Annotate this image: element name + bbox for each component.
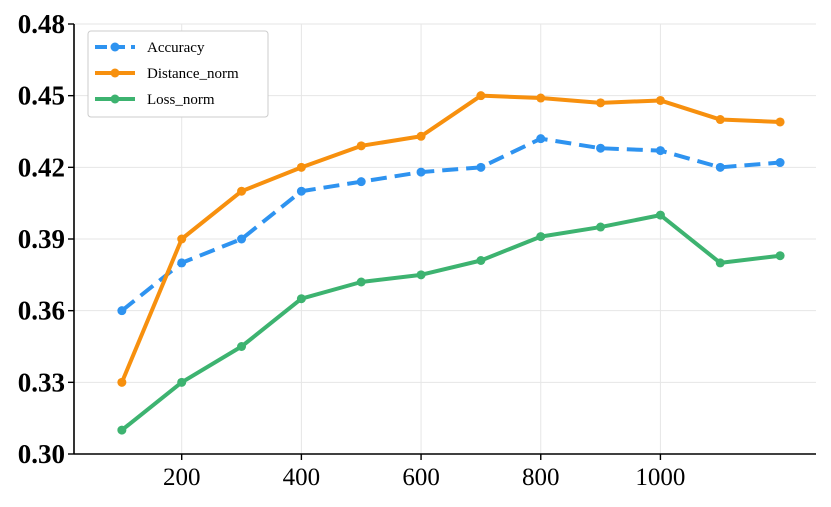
series-loss-norm (117, 210, 785, 435)
data-point-distance-norm (596, 98, 606, 108)
series-line-accuracy (120, 136, 781, 313)
series-accuracy (117, 134, 785, 316)
data-point-distance-norm (655, 95, 665, 105)
data-point-loss-norm (715, 258, 725, 268)
legend-swatch-marker (110, 94, 120, 104)
data-point-accuracy (237, 234, 247, 244)
legend: Accuracy Distance_norm Loss_norm (87, 30, 269, 118)
data-point-distance-norm (117, 377, 127, 387)
data-point-distance-norm (356, 141, 366, 151)
data-point-loss-norm (596, 222, 606, 232)
data-point-loss-norm (117, 425, 127, 435)
x-tick-label: 1000 (635, 464, 685, 491)
data-point-loss-norm (416, 270, 426, 280)
y-tick-label: 0.42 (18, 152, 65, 182)
legend-item-distance-norm: Distance_norm (95, 66, 239, 82)
data-point-distance-norm (476, 91, 486, 101)
data-point-accuracy (596, 143, 606, 153)
legend-item-accuracy: Accuracy (95, 40, 205, 56)
y-tick-label: 0.33 (18, 367, 65, 397)
legend-item-loss-norm: Loss_norm (95, 92, 215, 108)
y-tick-label: 0.48 (18, 9, 65, 39)
data-point-distance-norm (416, 131, 426, 141)
series-line-loss-norm (120, 213, 781, 432)
series-distance-norm (117, 91, 785, 387)
legend-label: Accuracy (147, 40, 205, 56)
series-line-distance-norm (120, 93, 781, 384)
data-point-loss-norm (536, 232, 546, 242)
y-tick-label: 0.30 (18, 439, 65, 469)
data-point-accuracy (416, 167, 426, 177)
data-point-loss-norm (655, 210, 665, 220)
data-point-loss-norm (237, 342, 247, 351)
y-tick-label: 0.45 (18, 81, 65, 111)
data-point-accuracy (775, 158, 785, 168)
legend-swatch-marker (110, 42, 120, 52)
data-point-accuracy (117, 306, 127, 316)
legend-swatch-marker (110, 68, 120, 78)
legend-box (87, 30, 269, 118)
data-point-distance-norm (296, 162, 306, 172)
legend-label: Distance_norm (147, 66, 239, 82)
data-point-distance-norm (536, 93, 546, 103)
data-point-accuracy (177, 258, 187, 268)
y-tick-label: 0.36 (18, 296, 65, 326)
data-point-loss-norm (177, 377, 187, 387)
series-lines (117, 91, 785, 435)
data-point-distance-norm (237, 186, 247, 196)
data-point-distance-norm (715, 115, 725, 125)
legend-label: Loss_norm (147, 92, 215, 108)
data-point-accuracy (655, 146, 665, 156)
x-tick-label: 800 (522, 464, 560, 491)
data-point-accuracy (476, 162, 486, 172)
x-axis-ticks: 200 400 600 800 1000 (163, 454, 685, 491)
data-point-distance-norm (775, 117, 785, 127)
data-point-distance-norm (177, 234, 187, 244)
data-point-accuracy (296, 186, 306, 196)
x-tick-label: 200 (163, 464, 201, 491)
data-point-loss-norm (356, 277, 366, 287)
data-point-loss-norm (296, 294, 306, 304)
data-point-accuracy (536, 134, 546, 144)
data-point-loss-norm (775, 251, 785, 261)
y-axis-ticks: 0.30 0.33 0.36 0.39 0.42 0.45 0.48 (18, 9, 74, 469)
data-point-accuracy (715, 162, 725, 172)
y-tick-label: 0.39 (18, 224, 65, 254)
x-tick-label: 400 (283, 464, 321, 491)
data-point-loss-norm (476, 256, 486, 265)
x-tick-label: 600 (402, 464, 440, 491)
data-point-accuracy (356, 177, 366, 187)
